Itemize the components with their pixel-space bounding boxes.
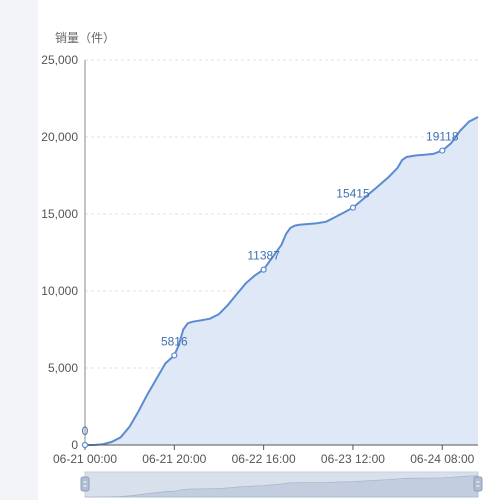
y-tick-label: 15,000: [41, 207, 78, 221]
data-point-marker: [81, 441, 89, 449]
x-tick-label: 06-21 20:00: [142, 452, 206, 466]
data-label: 5816: [161, 334, 188, 348]
data-point-marker: [439, 147, 446, 154]
zoom-handle-right[interactable]: [473, 476, 483, 492]
y-tick-label: 20,000: [41, 130, 78, 144]
data-labels: 0 5816 11387 15415 19118: [81, 130, 459, 449]
series-area-fill: [85, 117, 478, 445]
y-tick-label: 10,000: [41, 284, 78, 298]
x-tick-label: 06-21 00:00: [53, 452, 117, 466]
data-label: 0: [82, 424, 89, 438]
x-axis-ticks: 06-21 00:00 06-21 20:00 06-22 16:00 06-23 1…: [53, 445, 475, 466]
data-label: 15415: [336, 187, 370, 201]
data-point-marker: [260, 266, 267, 273]
y-tick-label: 25,000: [41, 53, 78, 67]
zoom-handle-left[interactable]: [80, 476, 90, 492]
y-axis-title: 销量（件）: [55, 31, 115, 45]
data-zoom-slider[interactable]: [80, 471, 483, 498]
left-panel-strip: [0, 0, 38, 500]
series-area: [85, 116, 479, 446]
data-label: 11387: [247, 249, 280, 263]
y-tick-label: 0: [71, 438, 78, 452]
data-point-marker: [349, 204, 357, 211]
series-line: [85, 116, 479, 446]
zoom-preview: [85, 475, 479, 498]
x-tick-label: 06-22 16:00: [232, 452, 296, 466]
data-point-marker: [171, 352, 178, 359]
y-tick-label: 5,000: [48, 361, 78, 375]
data-label: 19118: [426, 130, 459, 144]
x-tick-label: 06-23 12:00: [321, 452, 385, 466]
x-tick-label: 06-24 08:00: [410, 452, 474, 466]
y-axis-ticks: 0 5,000 10,000 15,000 20,000 25,000: [41, 53, 78, 452]
axes: [84, 60, 478, 446]
